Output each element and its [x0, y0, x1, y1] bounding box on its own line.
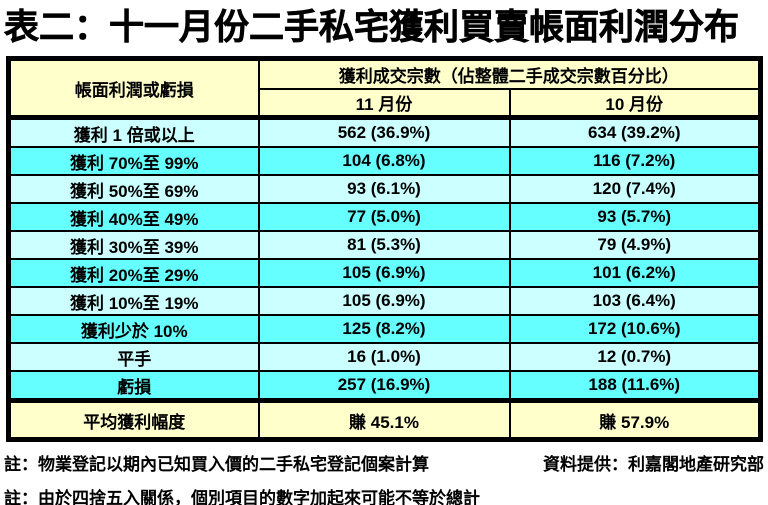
header-row-months: 11 月份 10 月份 [9, 88, 762, 120]
nov-value-cell: 104 (6.8%) [257, 146, 511, 176]
table-row: 平手 16 (1.0%) 12 (0.7%) [7, 342, 762, 372]
row-label-cell: 獲利 30%至 39% [7, 230, 260, 260]
summary-oct-cell: 賺 57.9% [508, 398, 762, 441]
nov-value-cell: 93 (6.1%) [257, 174, 511, 204]
oct-value-cell: 120 (7.4%) [508, 174, 762, 204]
group-header-cell: 獲利成交宗數（佔整體二手成交宗數百分比） [257, 57, 762, 90]
data-source-credit: 資料提供：利嘉閣地產研究部 [543, 455, 764, 474]
oct-value-cell: 188 (11.6%) [508, 370, 762, 402]
category-header-cell: 帳面利潤或虧損 [7, 57, 260, 120]
header-row-group: 帳面利潤或虧損 獲利成交宗數（佔整體二手成交宗數百分比） [7, 57, 762, 120]
row-label-cell: 獲利 70%至 99% [7, 146, 260, 176]
summary-label-cell: 平均獲利幅度 [7, 398, 260, 441]
november-header-cell: 11 月份 [257, 88, 511, 120]
row-label-cell: 獲利 20%至 29% [7, 258, 260, 288]
footnote-calculation: 註：物業登記以期內已知買入價的二手私宅登記個案計算 [4, 455, 429, 474]
row-label-cell: 獲利少於 10% [7, 314, 260, 344]
table-row: 獲利 50%至 69% 93 (6.1%) 120 (7.4%) [7, 174, 762, 204]
nov-value-cell: 16 (1.0%) [257, 342, 511, 372]
table-row: 獲利 1 倍或以上 562 (36.9%) 634 (39.2%) [7, 116, 762, 148]
row-label-cell: 獲利 50%至 69% [7, 174, 260, 204]
summary-row: 平均獲利幅度 賺 45.1% 賺 57.9% [7, 398, 762, 441]
page-title: 表二：十一月份二手私宅獲利買賣帳面利潤分布 [4, 8, 740, 48]
oct-value-cell: 172 (10.6%) [508, 314, 762, 344]
oct-value-cell: 103 (6.4%) [508, 286, 762, 316]
nov-value-cell: 257 (16.9%) [257, 370, 511, 402]
table-row: 獲利 70%至 99% 104 (6.8%) 116 (7.2%) [7, 146, 762, 176]
nov-value-cell: 81 (5.3%) [257, 230, 511, 260]
oct-value-cell: 116 (7.2%) [508, 146, 762, 176]
footnote-rounding: 註：由於四捨五入關係，個別項目的數字加起來可能不等於總計 [4, 489, 480, 505]
oct-value-cell: 634 (39.2%) [508, 116, 762, 148]
oct-value-cell: 79 (4.9%) [508, 230, 762, 260]
october-header-cell: 10 月份 [508, 88, 762, 120]
row-label-cell: 虧損 [7, 370, 260, 402]
profit-distribution-table: 帳面利潤或虧損 獲利成交宗數（佔整體二手成交宗數百分比） 11 月份 10 月份… [6, 56, 763, 442]
nov-value-cell: 105 (6.9%) [257, 258, 511, 288]
table-row: 獲利少於 10% 125 (8.2%) 172 (10.6%) [7, 314, 762, 344]
table-row: 獲利 20%至 29% 105 (6.9%) 101 (6.2%) [7, 258, 762, 288]
oct-value-cell: 12 (0.7%) [508, 342, 762, 372]
table-row: 虧損 257 (16.9%) 188 (11.6%) [7, 370, 762, 402]
oct-value-cell: 93 (5.7%) [508, 202, 762, 232]
summary-nov-cell: 賺 45.1% [257, 398, 511, 441]
nov-value-cell: 105 (6.9%) [257, 286, 511, 316]
row-label-cell: 獲利 10%至 19% [7, 286, 260, 316]
nov-value-cell: 77 (5.0%) [257, 202, 511, 232]
table-row: 獲利 30%至 39% 81 (5.3%) 79 (4.9%) [7, 230, 762, 260]
table-row: 獲利 10%至 19% 105 (6.9%) 103 (6.4%) [7, 286, 762, 316]
footnotes: 註：物業登記以期內已知買入價的二手私宅登記個案計算 資料提供：利嘉閣地產研究部 … [4, 450, 764, 505]
row-label-cell: 獲利 1 倍或以上 [7, 116, 260, 148]
row-label-cell: 平手 [7, 342, 260, 372]
table-row: 獲利 40%至 49% 77 (5.0%) 93 (5.7%) [7, 202, 762, 232]
oct-value-cell: 101 (6.2%) [508, 258, 762, 288]
row-label-cell: 獲利 40%至 49% [7, 202, 260, 232]
nov-value-cell: 562 (36.9%) [257, 116, 511, 148]
nov-value-cell: 125 (8.2%) [257, 314, 511, 344]
